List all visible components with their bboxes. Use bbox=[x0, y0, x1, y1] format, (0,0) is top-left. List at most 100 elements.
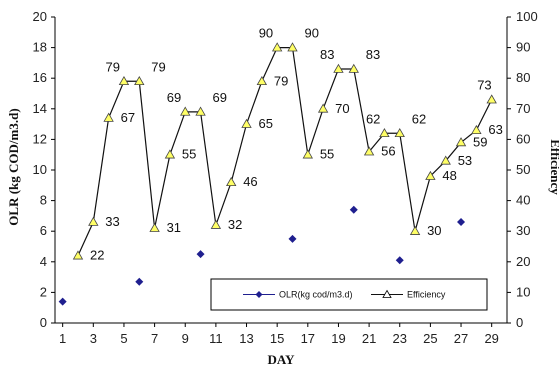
y-tick-label: 16 bbox=[33, 70, 47, 85]
y2-axis-label: Efficiency bbox=[548, 139, 559, 195]
olr-point bbox=[395, 256, 404, 265]
efficiency-point bbox=[210, 219, 222, 229]
y2-tick-label: 20 bbox=[516, 254, 530, 269]
efficiency-data-label: 55 bbox=[182, 147, 196, 162]
efficiency-point bbox=[471, 124, 482, 134]
legend-efficiency-marker bbox=[382, 289, 392, 298]
efficiency-point bbox=[72, 250, 84, 260]
efficiency-point bbox=[195, 106, 206, 116]
y-tick-label: 20 bbox=[33, 9, 47, 24]
efficiency-data-label: 63 bbox=[488, 122, 502, 137]
efficiency-data-label: 31 bbox=[167, 220, 181, 235]
x-tick-label: 9 bbox=[182, 331, 189, 346]
olr-point bbox=[196, 250, 205, 259]
efficiency-point bbox=[409, 225, 421, 235]
x-tick-label: 1 bbox=[59, 331, 66, 346]
efficiency-point bbox=[164, 149, 176, 159]
efficiency-point bbox=[302, 149, 314, 159]
efficiency-data-label: 70 bbox=[335, 101, 349, 116]
efficiency-data-label: 69 bbox=[213, 90, 227, 105]
right-axis-title: Efficiency bbox=[548, 139, 559, 195]
efficiency-point bbox=[379, 127, 390, 138]
efficiency-point bbox=[394, 127, 405, 138]
legend-box bbox=[210, 278, 488, 311]
efficiency-point bbox=[88, 216, 99, 226]
x-tick-label: 5 bbox=[120, 331, 127, 346]
efficiency-point bbox=[134, 75, 145, 86]
y2-tick-label: 60 bbox=[516, 131, 530, 146]
left-axis-title: OLR (kg COD/m3.d) bbox=[6, 108, 21, 225]
x-tick-label: 19 bbox=[331, 331, 345, 346]
efficiency-data-label: 32 bbox=[228, 217, 242, 232]
y2-tick-label: 30 bbox=[516, 223, 530, 238]
efficiency-point bbox=[149, 222, 160, 232]
efficiency-point bbox=[271, 42, 283, 52]
efficiency-point bbox=[256, 75, 268, 86]
efficiency-data-label: 79 bbox=[151, 59, 165, 74]
x-tick-label: 23 bbox=[393, 331, 407, 346]
efficiency-data-label: 69 bbox=[167, 90, 181, 105]
y2-tick-label: 90 bbox=[516, 40, 530, 55]
legend-efficiency-label: Efficiency bbox=[407, 290, 446, 300]
y2-tick-label: 50 bbox=[516, 162, 530, 177]
efficiency-data-label: 48 bbox=[442, 168, 456, 183]
y-tick-label: 6 bbox=[40, 223, 47, 238]
efficiency-point bbox=[440, 155, 451, 165]
legend: OLR(kg cod/m3.d) Efficiency bbox=[210, 278, 488, 311]
efficiency-data-label: 59 bbox=[473, 134, 487, 149]
efficiency-data-label: 83 bbox=[366, 47, 380, 62]
legend-olr-label: OLR(kg cod/m3.d) bbox=[279, 290, 353, 300]
x-tick-label: 11 bbox=[209, 331, 223, 346]
efficiency-data-label: 55 bbox=[320, 147, 334, 162]
x-tick-label: 27 bbox=[454, 331, 468, 346]
olr-point bbox=[288, 234, 297, 243]
y-tick-label: 2 bbox=[40, 284, 47, 299]
efficiency-point bbox=[118, 75, 130, 86]
efficiency-line bbox=[77, 46, 493, 256]
y2-tick-label: 70 bbox=[516, 101, 530, 116]
plot-area: 0246810121416182001020304050607080901001… bbox=[33, 9, 538, 346]
efficiency-data-label: 79 bbox=[274, 73, 288, 88]
y2-tick-label: 100 bbox=[516, 9, 538, 24]
y-tick-label: 0 bbox=[40, 315, 47, 330]
olr-point bbox=[58, 297, 67, 306]
efficiency-point bbox=[226, 176, 237, 187]
efficiency-point bbox=[287, 42, 298, 52]
efficiency-data-label: 62 bbox=[366, 111, 380, 126]
y-tick-label: 10 bbox=[33, 162, 47, 177]
efficiency-point bbox=[425, 170, 436, 180]
efficiency-point bbox=[180, 106, 191, 116]
efficiency-data-label: 65 bbox=[259, 116, 273, 131]
efficiency-point bbox=[348, 63, 359, 73]
olr-point bbox=[349, 205, 358, 214]
y-axis-label: OLR (kg COD/m3.d) bbox=[6, 108, 21, 225]
x-tick-label: 17 bbox=[301, 331, 315, 346]
y2-tick-label: 40 bbox=[516, 193, 530, 208]
efficiency-data-label: 73 bbox=[477, 78, 491, 93]
y-tick-label: 4 bbox=[40, 254, 47, 269]
legend-olr-marker bbox=[255, 291, 263, 298]
x-tick-label: 13 bbox=[239, 331, 253, 346]
y2-tick-label: 10 bbox=[516, 284, 530, 299]
efficiency-data-label: 62 bbox=[412, 111, 426, 126]
x-axis-label: DAY bbox=[268, 352, 296, 367]
efficiency-data-label: 90 bbox=[304, 26, 318, 41]
y-tick-label: 8 bbox=[40, 193, 47, 208]
y2-tick-label: 80 bbox=[516, 70, 530, 85]
x-tick-label: 29 bbox=[484, 331, 498, 346]
efficiency-data-label: 30 bbox=[427, 223, 441, 238]
efficiency-point bbox=[317, 103, 329, 113]
efficiency-data-label: 67 bbox=[121, 110, 135, 125]
efficiency-data-label: 46 bbox=[243, 174, 257, 189]
y2-tick-label: 0 bbox=[516, 315, 523, 330]
y-tick-label: 14 bbox=[33, 101, 47, 116]
efficiency-data-label: 53 bbox=[458, 153, 472, 168]
efficiency-point bbox=[333, 63, 344, 73]
x-tick-label: 7 bbox=[151, 331, 158, 346]
efficiency-point bbox=[486, 94, 497, 104]
x-tick-label: 3 bbox=[90, 331, 97, 346]
efficiency-point bbox=[241, 118, 252, 128]
efficiency-data-label: 79 bbox=[105, 59, 119, 74]
efficiency-data-label: 83 bbox=[320, 47, 334, 62]
